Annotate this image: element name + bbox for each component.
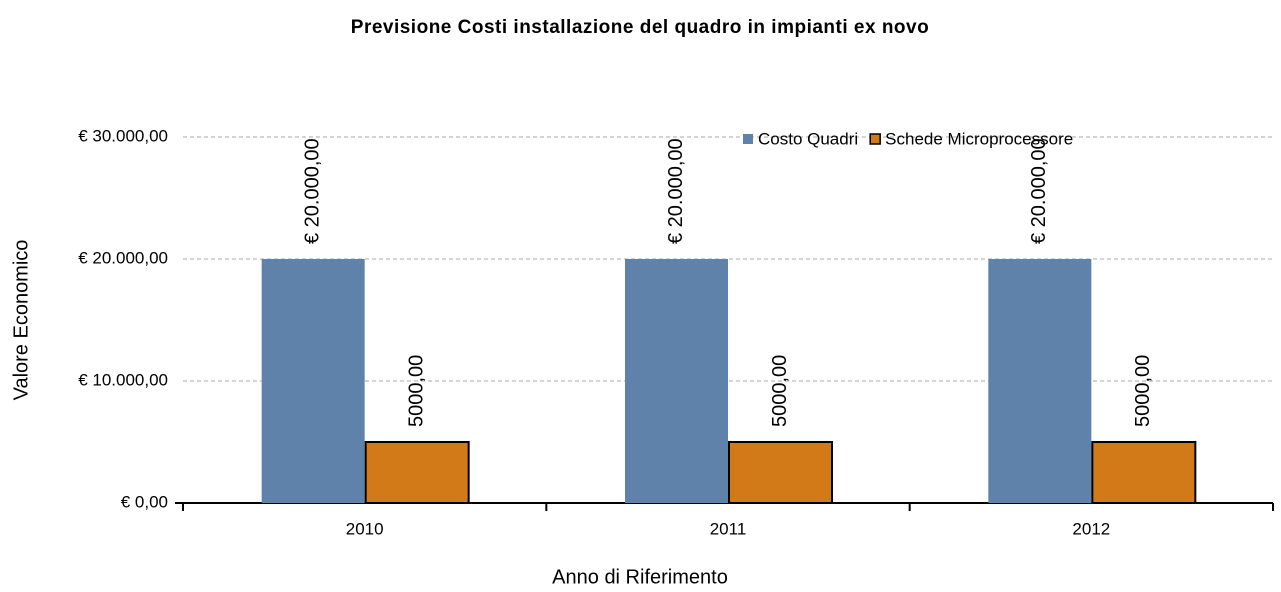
legend-swatch bbox=[869, 133, 881, 145]
legend-swatch bbox=[743, 134, 753, 144]
y-tick-label: € 20.000,00 bbox=[78, 248, 168, 267]
y-tick-label: € 30.000,00 bbox=[78, 126, 168, 145]
bar bbox=[988, 259, 1092, 503]
legend-label: Costo Quadri bbox=[758, 129, 858, 148]
data-label: 5000,00 bbox=[405, 355, 427, 427]
legend-label: Schede Microprocessore bbox=[885, 129, 1073, 148]
bar bbox=[625, 259, 728, 503]
bar bbox=[1091, 441, 1197, 504]
y-tick-label: € 10.000,00 bbox=[78, 370, 168, 389]
x-axis-title: Anno di Riferimento bbox=[552, 566, 728, 588]
chart-title: Previsione Costi installazione del quadr… bbox=[351, 17, 929, 38]
bar bbox=[261, 259, 365, 503]
bar bbox=[364, 441, 470, 504]
x-tick-label: 2011 bbox=[710, 519, 747, 538]
data-label: € 20.000,00 bbox=[665, 138, 687, 244]
data-label: € 20.000,00 bbox=[301, 138, 323, 244]
y-axis-title: Valore Economico bbox=[10, 240, 32, 401]
data-label: € 20.000,00 bbox=[1028, 138, 1050, 244]
data-label: 5000,00 bbox=[769, 355, 791, 427]
x-tick-label: 2012 bbox=[1072, 519, 1110, 538]
y-tick-label: € 0,00 bbox=[121, 492, 168, 511]
data-label: 5000,00 bbox=[1132, 355, 1154, 427]
bar bbox=[728, 441, 833, 504]
x-tick-label: 2010 bbox=[346, 519, 384, 538]
